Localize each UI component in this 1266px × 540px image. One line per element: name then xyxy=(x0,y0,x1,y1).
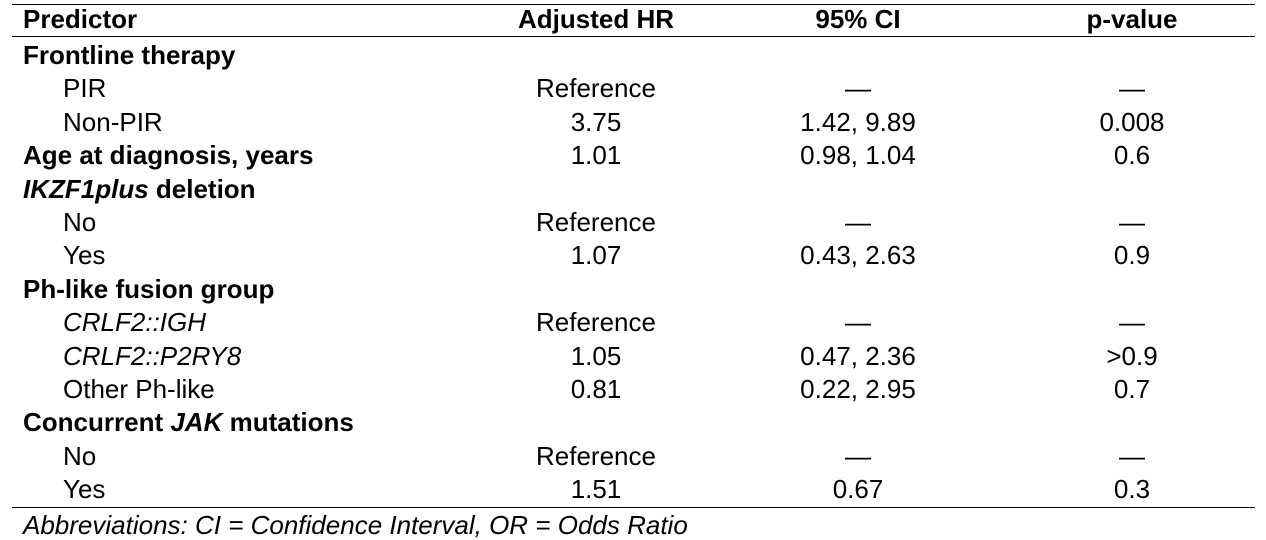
row-ci: 0.43, 2.63 xyxy=(800,240,916,270)
row-label: Non-PIR xyxy=(63,107,163,137)
table-row: CRLF2::P2RY8 1.05 0.47, 2.36 >0.9 xyxy=(12,340,1255,373)
row-label: No xyxy=(63,207,97,237)
table-row: No Reference — — xyxy=(12,206,1255,239)
row-label: CRLF2::P2RY8 xyxy=(63,341,242,371)
section-row-ph-like: Ph-like fusion group xyxy=(12,273,1255,306)
row-p: 0.9 xyxy=(1113,240,1151,270)
row-ci: 0.47, 2.36 xyxy=(800,341,916,371)
row-hr: 3.75 xyxy=(570,107,622,137)
row-hr: 1.05 xyxy=(570,341,622,371)
row-hr: Reference xyxy=(536,307,656,337)
section-row-frontline: Frontline therapy xyxy=(12,39,1255,72)
section-label: Concurrent JAK mutations xyxy=(23,406,354,439)
row-hr: Reference xyxy=(536,73,656,103)
header-adjusted-hr: Adjusted HR xyxy=(518,4,674,34)
row-ci: — xyxy=(845,207,871,237)
row-ci: — xyxy=(845,307,871,337)
table-row: Non-PIR 3.75 1.42, 9.89 0.008 xyxy=(12,106,1255,139)
section-label-italic: JAK xyxy=(170,407,223,437)
header-predictor: Predictor xyxy=(23,4,138,34)
header-95-ci: 95% CI xyxy=(815,4,901,34)
row-hr: 0.81 xyxy=(570,374,622,404)
table-bottom-rule xyxy=(12,507,1255,508)
row-p: 0.7 xyxy=(1113,374,1151,404)
table-footnote: Abbreviations: CI = Confidence Interval,… xyxy=(23,510,688,540)
row-label: PIR xyxy=(63,73,107,103)
row-p: — xyxy=(1119,207,1145,237)
table-row: Yes 1.51 0.67 0.3 xyxy=(12,473,1255,506)
row-label: Yes xyxy=(63,240,106,270)
header-p-value: p-value xyxy=(1086,4,1178,34)
section-label: Ph-like fusion group xyxy=(23,274,275,304)
row-p: 0.6 xyxy=(1113,140,1151,170)
row-hr: Reference xyxy=(536,441,656,471)
table-row: Other Ph-like 0.81 0.22, 2.95 0.7 xyxy=(12,373,1255,406)
row-p: — xyxy=(1119,441,1145,471)
section-row-age: Age at diagnosis, years 1.01 0.98, 1.04 … xyxy=(12,139,1255,172)
row-hr: 1.51 xyxy=(570,474,622,504)
section-label-italic: IKZF1plus xyxy=(23,174,149,204)
section-label: IKZF1plus deletion xyxy=(23,173,256,206)
row-hr: 1.01 xyxy=(570,140,622,170)
section-label: Age at diagnosis, years xyxy=(23,140,314,170)
row-ci: 0.22, 2.95 xyxy=(800,374,916,404)
row-hr: Reference xyxy=(536,207,656,237)
row-label: CRLF2::IGH xyxy=(63,307,207,337)
row-ci: 0.98, 1.04 xyxy=(800,140,916,170)
row-hr: 1.07 xyxy=(570,240,622,270)
row-p: >0.9 xyxy=(1106,341,1158,371)
table-top-rule xyxy=(12,4,1255,5)
row-ci: — xyxy=(845,73,871,103)
table-header-rule xyxy=(12,36,1255,37)
row-ci: — xyxy=(845,441,871,471)
section-label-rest: deletion xyxy=(148,174,256,204)
table-row: No Reference — — xyxy=(12,440,1255,473)
row-label: Other Ph-like xyxy=(63,374,215,404)
table-row: CRLF2::IGH Reference — — xyxy=(12,306,1255,339)
section-label: Frontline therapy xyxy=(23,40,236,70)
row-ci: 0.67 xyxy=(832,474,884,504)
row-p: — xyxy=(1119,73,1145,103)
row-label: Yes xyxy=(63,474,106,504)
row-label: No xyxy=(63,441,97,471)
table-header-row: Predictor Adjusted HR 95% CI p-value xyxy=(12,3,1255,36)
table-row: PIR Reference — — xyxy=(12,72,1255,105)
section-row-ikzf1plus: IKZF1plus deletion xyxy=(12,173,1255,206)
table-row: Yes 1.07 0.43, 2.63 0.9 xyxy=(12,239,1255,272)
section-label-pre: Concurrent xyxy=(23,407,171,437)
section-row-jak: Concurrent JAK mutations xyxy=(12,406,1255,439)
row-ci: 1.42, 9.89 xyxy=(800,107,916,137)
hazard-ratio-table: Predictor Adjusted HR 95% CI p-value Fro… xyxy=(12,0,1255,540)
section-label-post: mutations xyxy=(222,407,354,437)
row-p: 0.008 xyxy=(1099,107,1165,137)
row-p: 0.3 xyxy=(1113,474,1151,504)
row-p: — xyxy=(1119,307,1145,337)
